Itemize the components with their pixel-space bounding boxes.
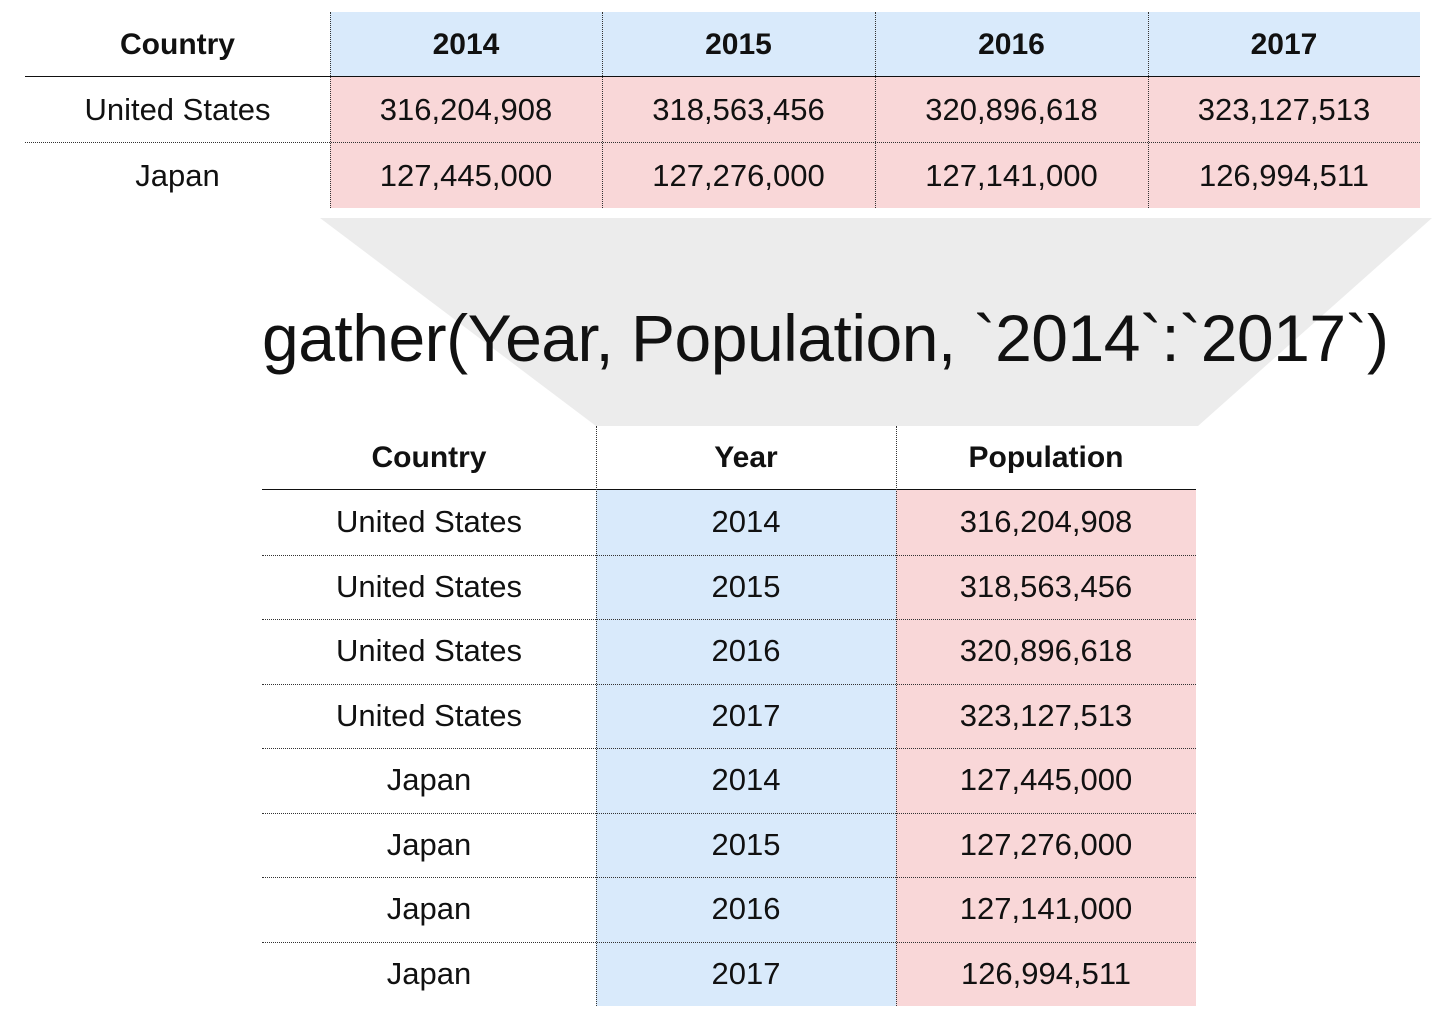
column-divider [330,12,331,208]
row-divider [262,877,1196,878]
header-country: Country [120,27,235,61]
row-divider [262,812,1196,814]
header-2015: 2015 [602,12,875,77]
country-cell: Japan [386,955,472,991]
row-divider [262,554,1196,556]
population-cell: 318,563,456 [602,77,875,143]
column-divider [896,426,897,1006]
year-cell: 2015 [596,812,896,877]
year-cell: 2014 [596,490,896,555]
country-cell: United States [335,697,523,733]
population-cell: 127,445,000 [896,748,1196,813]
country-cell: United States [335,568,523,604]
population-cell: 320,896,618 [875,77,1148,143]
year-cell: 2017 [596,941,896,1006]
country-cell: Japan [386,891,472,927]
year-cell: 2016 [596,619,896,684]
population-cell: 323,127,513 [1148,77,1420,143]
population-cell: 126,994,511 [896,941,1196,1006]
population-cell: 316,204,908 [896,490,1196,555]
population-cell: 126,994,511 [1148,143,1420,208]
country-cell: United States [84,92,271,127]
population-cell: 127,141,000 [875,143,1148,208]
population-cell: 127,141,000 [896,877,1196,942]
country-cell: United States [335,633,523,669]
column-divider [596,426,597,1006]
header-country: Country [371,441,487,474]
header-rule [25,76,1420,77]
row-divider [262,683,1196,685]
year-cell: 2015 [596,554,896,619]
column-divider [875,12,876,208]
country-cell: United States [335,504,523,540]
year-cell: 2017 [596,683,896,748]
funnel-shape [320,218,1432,426]
year-cell: 2014 [596,748,896,813]
country-cell: Japan [386,762,472,798]
row-divider [262,748,1196,749]
row-divider [262,619,1196,620]
header-rule [262,489,1196,490]
population-cell: 318,563,456 [896,554,1196,619]
header-population: Population [968,441,1124,474]
row-divider [262,941,1196,943]
country-cell: Japan [135,157,220,193]
country-cell: Japan [386,826,472,862]
column-divider [602,12,603,208]
header-2016: 2016 [875,12,1148,77]
gather-formula: gather(Year, Population, `2014`:`2017`) [262,301,1389,375]
population-cell: 320,896,618 [896,619,1196,684]
population-cell: 323,127,513 [896,683,1196,748]
population-cell: 127,445,000 [330,143,602,208]
header-2014: 2014 [330,12,602,77]
header-2017: 2017 [1148,12,1420,77]
header-year: Year [714,441,778,474]
row-divider [25,142,1420,143]
population-cell: 127,276,000 [602,143,875,208]
population-cell: 316,204,908 [330,77,602,143]
year-cell: 2016 [596,877,896,942]
population-cell: 127,276,000 [896,812,1196,877]
column-divider [1148,12,1149,208]
